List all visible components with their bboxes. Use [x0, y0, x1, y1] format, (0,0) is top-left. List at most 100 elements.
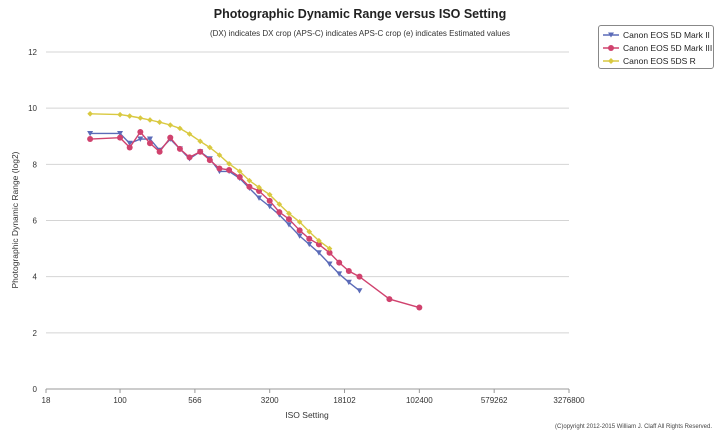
y-axis-label: Photographic Dynamic Range (log2)	[10, 151, 20, 288]
data-point	[256, 184, 262, 191]
x-tick-label: 102400	[406, 396, 433, 405]
data-point	[246, 177, 253, 184]
data-point	[246, 183, 253, 190]
data-point	[336, 271, 343, 277]
data-point	[236, 173, 243, 180]
data-point	[326, 245, 333, 252]
x-tick-label: 3200	[261, 396, 279, 405]
data-point	[117, 134, 124, 141]
data-point	[285, 222, 292, 228]
data-point	[386, 296, 393, 303]
data-point	[296, 219, 303, 225]
data-point	[197, 148, 204, 155]
data-point	[326, 249, 333, 256]
x-axis-label: ISO Setting	[285, 410, 329, 420]
data-point	[356, 288, 363, 294]
data-point	[117, 130, 124, 137]
chart-subtitle: (DX) indicates DX crop (APS-C) indicates…	[210, 29, 510, 38]
data-point	[146, 140, 153, 147]
data-point	[206, 157, 213, 164]
data-point	[256, 195, 263, 201]
data-point	[87, 136, 94, 143]
data-point	[345, 279, 352, 286]
data-point	[296, 233, 303, 239]
data-point	[256, 188, 263, 195]
data-point	[236, 168, 243, 175]
data-point	[296, 227, 303, 234]
data-point	[306, 241, 313, 248]
data-point	[156, 119, 163, 126]
x-tick-label: 3276800	[553, 396, 585, 405]
circle-marker-icon	[603, 43, 619, 53]
data-point	[285, 216, 292, 223]
data-point	[117, 111, 123, 118]
y-tick-label: 8	[33, 160, 38, 169]
data-point	[306, 235, 313, 242]
chart-title: Photographic Dynamic Range versus ISO Se…	[214, 7, 506, 21]
data-point	[276, 209, 283, 216]
data-point	[216, 165, 223, 172]
x-tick-label: 566	[188, 396, 202, 405]
data-point	[126, 113, 133, 119]
plot-area: 0 2 4 6 8 10 12 18 100 566 3200 18102 102400 579262 32…	[28, 48, 585, 405]
data-point	[276, 201, 283, 208]
data-point	[176, 145, 183, 152]
diamond-marker-icon	[603, 56, 619, 66]
data-point	[167, 122, 174, 128]
data-point	[336, 259, 343, 266]
series-line-1	[90, 130, 420, 309]
triangle-marker-icon	[603, 30, 619, 40]
data-point	[167, 134, 174, 141]
data-point	[207, 144, 213, 151]
legend-item-5ds-r[interactable]: Canon EOS 5DS R	[603, 54, 709, 67]
legend-label: Canon EOS 5D Mark II	[623, 29, 710, 40]
data-point	[186, 131, 193, 137]
data-point	[416, 304, 423, 311]
y-tick-label: 10	[28, 104, 37, 113]
data-point	[226, 160, 232, 167]
x-tick-label: 100	[113, 396, 127, 405]
data-point	[356, 273, 363, 280]
data-point	[315, 250, 322, 256]
series-line-2	[90, 113, 331, 250]
data-point	[345, 268, 352, 275]
data-point	[177, 125, 183, 132]
data-point	[137, 115, 144, 121]
data-point	[137, 136, 144, 142]
data-point	[266, 203, 273, 210]
data-point	[197, 138, 204, 145]
x-tick-label: 579262	[481, 396, 508, 405]
data-point	[266, 191, 273, 198]
legend-label: Canon EOS 5D Mark III	[623, 42, 713, 53]
data-point	[286, 210, 292, 217]
data-point	[316, 237, 322, 244]
data-point	[326, 261, 333, 267]
data-point	[186, 154, 193, 161]
data-point	[226, 166, 233, 173]
y-tick-label: 0	[33, 385, 38, 394]
data-point	[126, 144, 133, 151]
data-point	[147, 117, 153, 123]
data-point	[266, 197, 273, 204]
data-point	[156, 148, 163, 155]
legend-label: Canon EOS 5DS R	[623, 55, 696, 66]
chart-legend: Canon EOS 5D Mark II Canon EOS 5D Mark I…	[598, 25, 714, 69]
legend-item-5d-mark-iii[interactable]: Canon EOS 5D Mark III	[603, 41, 713, 54]
y-tick-label: 6	[33, 217, 38, 226]
y-tick-label: 12	[28, 48, 37, 57]
data-point	[87, 110, 93, 117]
copyright-text: (C)opyright 2012-2015 William J. Claff A…	[555, 424, 712, 430]
data-point	[146, 136, 153, 142]
y-tick-label: 2	[33, 329, 38, 338]
y-tick-label: 4	[33, 273, 38, 282]
data-point	[216, 152, 223, 158]
legend-item-5d-mark-ii[interactable]: Canon EOS 5D Mark II	[603, 28, 710, 41]
data-point	[137, 129, 144, 136]
data-point	[126, 140, 133, 147]
data-point	[315, 241, 322, 248]
data-point	[306, 228, 313, 235]
x-tick-label: 18	[42, 396, 51, 405]
series-line-0	[90, 132, 360, 292]
data-point	[87, 130, 94, 137]
